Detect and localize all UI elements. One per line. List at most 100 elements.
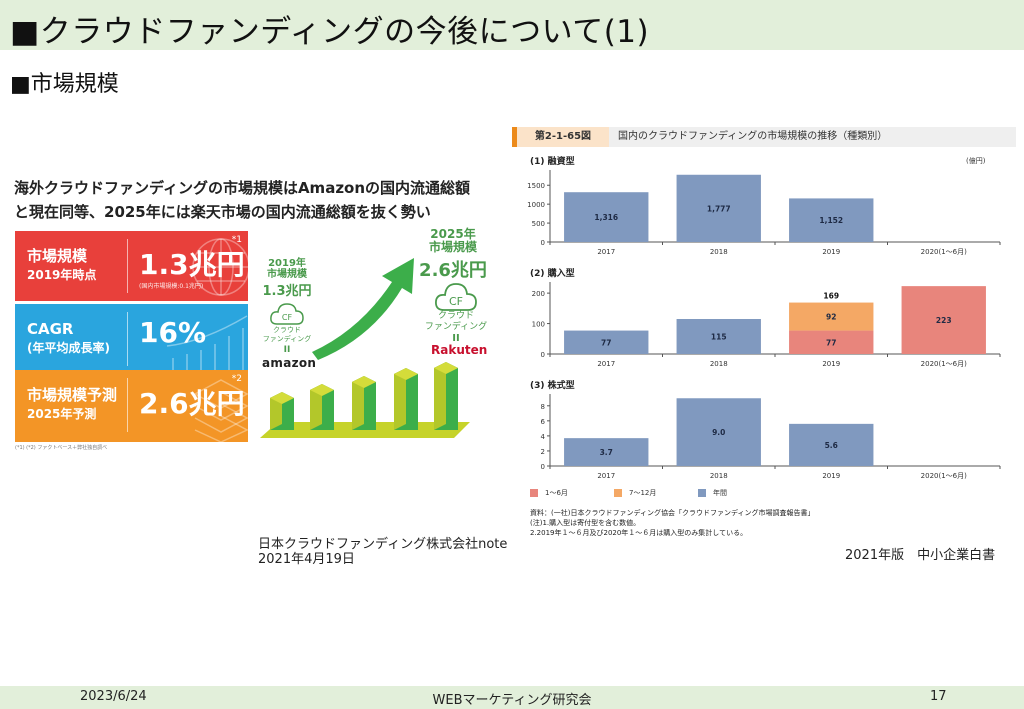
source-line: 資料：(一社)日本クラウドファンディング協会「クラウドファンディング市場調査報告… bbox=[530, 509, 815, 517]
infographic-footnote: (*1) (*2) ファクトベース＋弊社独自調べ bbox=[15, 445, 108, 451]
bar-value-label: 3.7 bbox=[600, 448, 613, 457]
caption-line: クラウド bbox=[437, 311, 474, 321]
stat-value: 16% bbox=[139, 316, 207, 349]
section-heading: ■市場規模 bbox=[10, 72, 119, 97]
cloud-cf-icon: CF bbox=[270, 303, 304, 325]
unit-label: (億円) bbox=[966, 157, 986, 165]
note-line: (注)1.購入型は寄付型を含む数値。 bbox=[530, 519, 641, 527]
legend-item: 年間 bbox=[698, 488, 727, 498]
source-line: 日本クラウドファンディング株式会社note bbox=[258, 537, 508, 552]
x-tick-label: 2017 bbox=[597, 472, 615, 480]
bar-value-label: 92 bbox=[826, 313, 836, 322]
bar-value-label: 9.0 bbox=[712, 428, 725, 437]
stat-market-size-2019: 市場規模 2019年時点 1.3兆円 (国内市場規模:0.1兆円) *1 bbox=[15, 231, 248, 301]
growth-chart-icon bbox=[166, 315, 248, 374]
bar bbox=[789, 330, 874, 354]
cloud-cf-icon: CF bbox=[435, 283, 477, 311]
footnote-marker: *2 bbox=[231, 374, 242, 384]
headline-line-2: と現在同等、2025年には楽天市場の国内流通総額を抜く勢い bbox=[14, 203, 431, 221]
y-tick-label: 2 bbox=[541, 448, 545, 456]
y-tick-label: 0 bbox=[541, 351, 545, 359]
x-tick-label: 2018 bbox=[710, 360, 728, 368]
value-2019: 1.3兆円 bbox=[262, 284, 312, 299]
x-tick-label: 2018 bbox=[710, 472, 728, 480]
iso-bar bbox=[352, 376, 376, 430]
caption-line: ファンディング bbox=[424, 322, 488, 332]
bar-value-label: 1,152 bbox=[819, 216, 843, 225]
year-text: 2025年 bbox=[430, 227, 476, 241]
bar-value-label: 5.6 bbox=[825, 441, 838, 450]
y-tick-label: 8 bbox=[541, 403, 545, 411]
slide-footer: 2023/6/24 WEBマーケティング研究会 17 bbox=[0, 686, 1024, 709]
amazon-logo: amazon bbox=[262, 356, 317, 370]
year-2019-label: 2019年 市場規模 bbox=[262, 258, 312, 280]
x-tick-label: 2019 bbox=[822, 248, 840, 256]
bar-value-label: 115 bbox=[711, 333, 727, 342]
stat-value: 2.6兆円 bbox=[139, 387, 245, 420]
y-tick-label: 4 bbox=[541, 433, 546, 441]
y-tick-label: 100 bbox=[532, 321, 545, 329]
source-date: 2021年4月19日 bbox=[258, 552, 355, 567]
legend-swatch bbox=[614, 489, 622, 497]
stat-note: (国内市場規模:0.1兆円) bbox=[139, 283, 204, 290]
label-text: 市場規模 bbox=[428, 240, 477, 254]
infographic-headline: 海外クラウドファンディングの市場規模はAmazonの国内流通総額 と現在同等、2… bbox=[14, 176, 504, 224]
slide-title: ■クラウドファンディングの今後について(1) bbox=[10, 14, 650, 50]
page-number: 17 bbox=[930, 689, 947, 704]
bar bbox=[789, 302, 874, 331]
footer-organization: WEBマーケティング研究会 bbox=[432, 693, 592, 708]
bar bbox=[564, 438, 649, 466]
iso-bar bbox=[394, 368, 418, 430]
stat-label-sub: (年平均成長率) bbox=[27, 341, 110, 355]
bar bbox=[564, 330, 649, 354]
stat-label: 市場規模予測 2025年予測 bbox=[27, 386, 117, 424]
cf-text: CF bbox=[282, 313, 293, 322]
caption-line: クラウド bbox=[273, 326, 301, 334]
divider bbox=[127, 312, 128, 366]
equals-sign: II bbox=[283, 345, 291, 355]
footer-date: 2023/6/24 bbox=[80, 689, 147, 704]
bar bbox=[676, 319, 761, 354]
stat-label-sub: 2019年時点 bbox=[27, 268, 97, 282]
x-tick-label: 2020(1～6月) bbox=[921, 472, 967, 480]
x-tick-label: 2017 bbox=[597, 248, 615, 256]
x-tick-label: 2018 bbox=[710, 248, 728, 256]
stat-label-main: CAGR bbox=[27, 320, 74, 338]
cf-text: CF bbox=[449, 295, 463, 308]
rakuten-logo: Rakuten bbox=[431, 343, 488, 357]
stat-label: 市場規模 2019年時点 bbox=[27, 247, 96, 285]
legend-item: 1～6月 bbox=[530, 488, 568, 498]
y-tick-label: 200 bbox=[532, 290, 545, 298]
panel-title-1: (1) 融資型 bbox=[530, 157, 575, 167]
stat-label-main: 市場規模 bbox=[27, 247, 88, 265]
bar-value-label: 223 bbox=[936, 316, 952, 325]
slide-title-bar: ■クラウドファンディングの今後について(1) bbox=[0, 0, 1024, 50]
bar bbox=[789, 423, 874, 466]
stat-value: 1.3兆円 bbox=[139, 248, 245, 281]
iso-bar bbox=[434, 362, 458, 430]
figure-number: 第2-1-65図 bbox=[517, 127, 609, 147]
stat-market-forecast-2025: 市場規模予測 2025年予測 2.6兆円 *2 bbox=[15, 370, 248, 442]
growth-bars-illustration bbox=[260, 362, 470, 438]
legend-item: 7～12月 bbox=[614, 488, 656, 498]
chart-purchase-type: 0 100 200 2017 2018 2019 2020(1～6月) 77 115 77 223 9… bbox=[532, 282, 1001, 368]
bar bbox=[564, 192, 649, 242]
figure-title: 国内のクラウドファンディングの市場規模の推移（種類別） bbox=[618, 131, 888, 142]
growth-arrow-icon bbox=[312, 258, 414, 360]
stat-label-main: 市場規模予測 bbox=[27, 386, 118, 404]
x-tick-label: 2020(1～6月) bbox=[921, 248, 967, 256]
chart-equity-type: 0 2 4 6 8 2017 2018 2019 2020(1～6月) 3.7 9.0 5.6 bbox=[541, 394, 1001, 480]
year-text: 2019年 bbox=[268, 258, 306, 269]
cf-caption: クラウド ファンディング bbox=[420, 311, 492, 333]
caption-line: ファンディング bbox=[262, 335, 312, 343]
y-tick-label: 0 bbox=[541, 239, 545, 247]
equals-sign: II bbox=[452, 333, 460, 344]
bar-value-label: 77 bbox=[601, 338, 611, 347]
stat-label-sub: 2025年予測 bbox=[27, 407, 97, 421]
iso-bar bbox=[270, 392, 294, 430]
x-tick-label: 2020(1～6月) bbox=[921, 360, 967, 368]
divider bbox=[127, 239, 128, 293]
x-tick-label: 2019 bbox=[822, 472, 840, 480]
value-2025: 2.6兆円 bbox=[419, 260, 487, 281]
panel-title-3: (3) 株式型 bbox=[530, 381, 575, 391]
